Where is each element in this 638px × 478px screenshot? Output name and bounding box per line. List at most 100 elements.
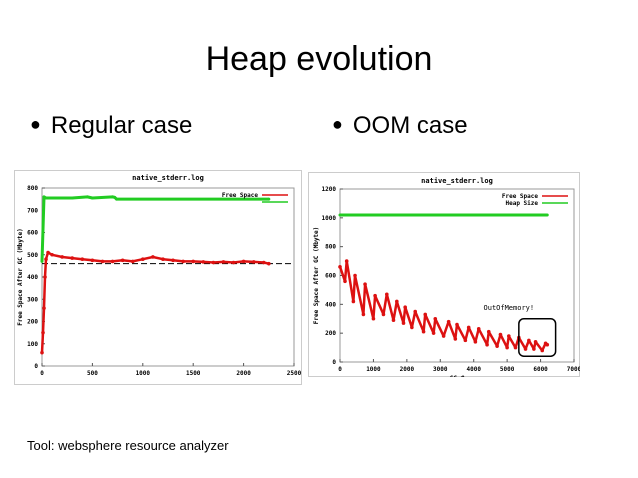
y-axis-label: Free Space After GC (Mbyte) — [313, 227, 320, 325]
heap-size-point — [90, 196, 94, 200]
free-space-point — [385, 292, 389, 297]
free-space-point — [211, 260, 216, 265]
chart-title: native_stderr.log — [421, 177, 493, 185]
free-space-point — [446, 319, 451, 324]
free-space-point — [251, 260, 256, 264]
free-space-point — [221, 260, 226, 264]
bullet-oom-case: ● OOM case — [332, 112, 468, 140]
x-tick-label: 3000 — [433, 366, 448, 373]
heap-size-point — [545, 213, 549, 217]
free-space-point — [353, 273, 357, 278]
free-space-point — [391, 318, 396, 322]
x-tick-label: 1000 — [136, 370, 151, 377]
y-tick-label: 400 — [27, 274, 38, 281]
legend-label: Free Space — [502, 193, 539, 200]
free-space-point — [344, 259, 349, 263]
free-space-point — [485, 342, 489, 347]
heap-size-point — [113, 195, 117, 199]
free-space-point — [361, 312, 366, 317]
free-space-point — [486, 329, 491, 334]
free-space-point — [141, 257, 145, 261]
free-space-point — [171, 258, 175, 263]
free-space-point — [110, 259, 115, 264]
free-space-point — [532, 347, 536, 351]
x-tick-label: 0 — [338, 366, 342, 373]
y-tick-label: 400 — [325, 301, 336, 308]
free-space-point — [43, 275, 47, 279]
free-space-point — [50, 252, 54, 257]
y-axis-label: Free Space After GC (Mbyte) — [17, 228, 24, 326]
x-tick-label: 1000 — [366, 366, 381, 373]
chart-title: native_stderr.log — [132, 174, 204, 182]
legend-label: Heap Size — [505, 200, 538, 207]
y-tick-label: 800 — [27, 185, 38, 192]
free-space-point — [44, 257, 48, 261]
x-axis-label: GC # — [450, 375, 465, 377]
free-space-point — [545, 342, 550, 347]
heap-size-point — [115, 197, 119, 201]
x-tick-label: 1500 — [186, 370, 201, 377]
y-tick-label: 1000 — [322, 215, 337, 222]
bullet-label: Regular case — [50, 112, 193, 139]
free-space-point — [403, 305, 407, 310]
x-tick-label: 4000 — [466, 366, 481, 373]
free-space-point — [70, 256, 75, 260]
free-space-point — [351, 299, 356, 304]
y-tick-label: 200 — [27, 319, 38, 326]
y-tick-label: 600 — [325, 273, 336, 280]
free-space-point — [80, 257, 85, 261]
free-space-point — [431, 331, 436, 335]
free-space-point — [401, 321, 406, 325]
bullet-regular-case: ● Regular case — [30, 112, 192, 140]
heap-size-point — [338, 213, 342, 217]
free-space-point — [523, 347, 528, 351]
free-space-point — [540, 348, 545, 353]
free-space-point — [423, 312, 428, 317]
x-tick-label: 5000 — [500, 366, 515, 373]
free-space-point — [343, 279, 347, 284]
free-space-point — [42, 306, 46, 310]
free-space-point — [527, 338, 531, 343]
free-space-point — [201, 260, 206, 264]
x-tick-label: 2500 — [287, 370, 302, 377]
y-tick-label: 600 — [27, 230, 38, 237]
oom-case-chart: 0 200 400 600 800 1000 1200 0 1000 2000 3000 4000 50… — [308, 172, 580, 377]
x-tick-label: 2000 — [400, 366, 415, 373]
free-space-point — [413, 309, 418, 314]
free-space-point — [533, 340, 538, 344]
slide-title: Heap evolution — [205, 40, 433, 78]
free-space-point — [231, 260, 236, 265]
free-space-point — [505, 345, 509, 350]
free-space-point — [46, 250, 50, 255]
free-space-point — [466, 325, 471, 330]
free-space-point — [181, 259, 185, 264]
free-space-point — [338, 265, 342, 269]
y-tick-label: 200 — [325, 330, 336, 337]
free-space-point — [395, 299, 399, 304]
free-space-point — [498, 332, 503, 337]
y-tick-label: 800 — [325, 244, 336, 251]
free-space-point — [60, 255, 64, 259]
heap-size-point — [70, 196, 74, 200]
free-space-point — [495, 344, 499, 348]
free-space-point — [441, 334, 446, 338]
x-tick-label: 0 — [40, 370, 44, 377]
y-tick-label: 0 — [332, 359, 336, 366]
y-tick-label: 700 — [27, 207, 38, 214]
free-space-point — [373, 293, 377, 298]
free-space-point — [476, 327, 481, 331]
free-space-point — [507, 334, 511, 338]
free-space-point — [371, 316, 376, 321]
free-space-point — [455, 322, 459, 327]
free-space-point — [130, 259, 135, 264]
x-tick-label: 500 — [87, 370, 98, 377]
free-space-point — [100, 259, 105, 264]
free-space-point — [463, 338, 468, 343]
free-space-point — [151, 255, 155, 259]
chart-frame — [14, 170, 302, 385]
heap-size-point — [40, 259, 44, 263]
free-space-point — [40, 350, 44, 355]
y-tick-label: 500 — [27, 252, 38, 259]
y-tick-label: 300 — [27, 296, 38, 303]
free-space-point — [161, 257, 165, 261]
